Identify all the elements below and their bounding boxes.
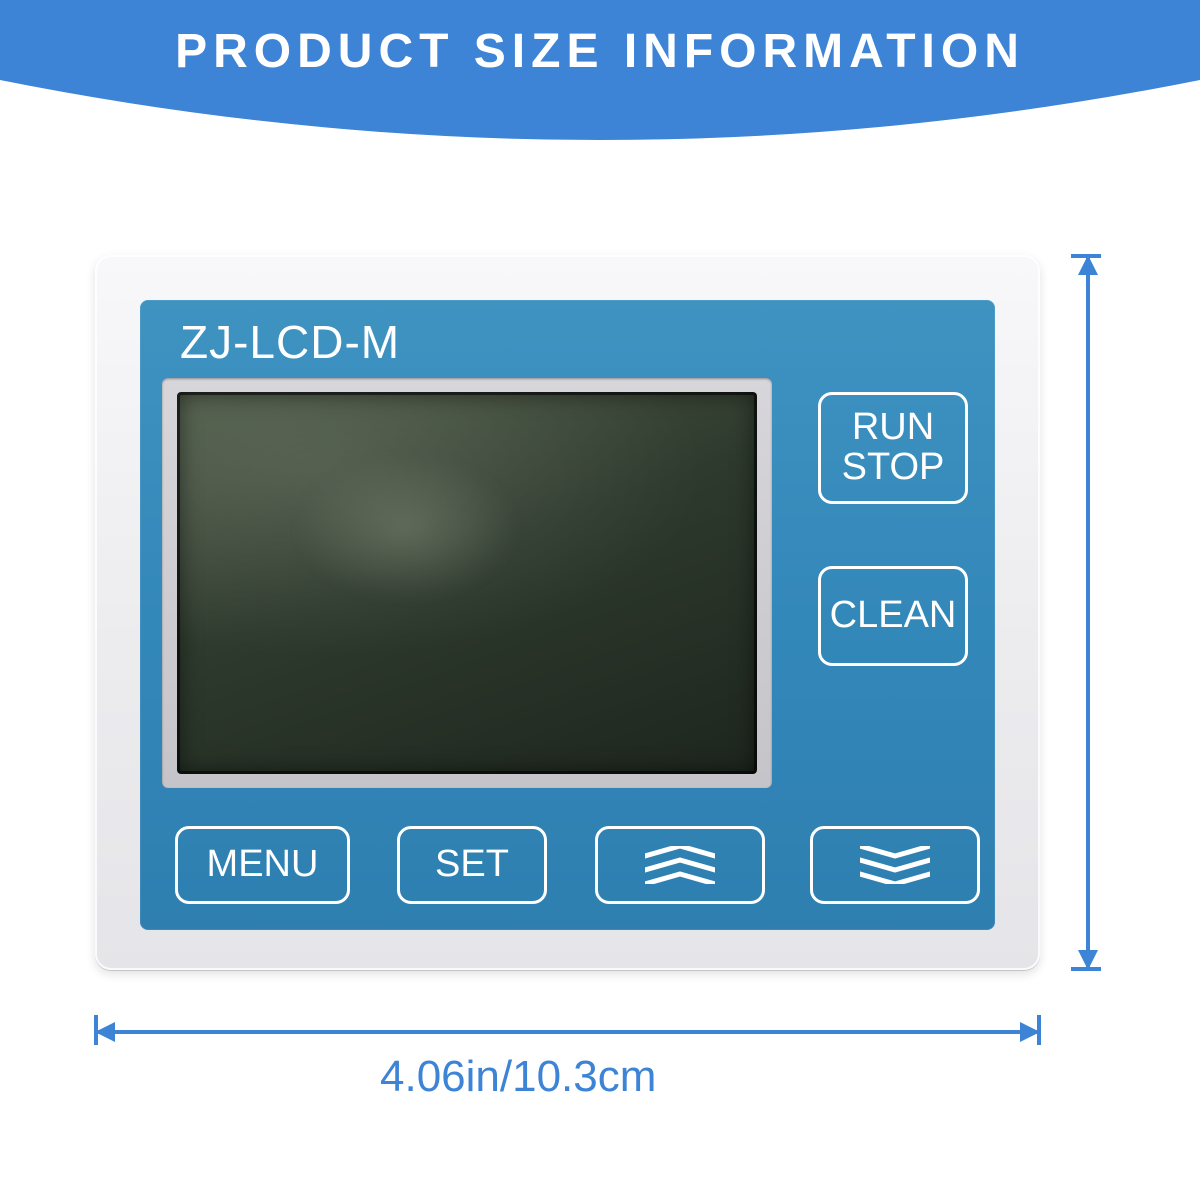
height-dimension <box>0 140 1200 1200</box>
banner-title: PRODUCT SIZE INFORMATION <box>0 24 1200 79</box>
stage: ZJ-LCD-M RUN STOP CLEAN MENU SET 4.06in/… <box>0 140 1200 1200</box>
banner: PRODUCT SIZE INFORMATION <box>0 0 1200 140</box>
